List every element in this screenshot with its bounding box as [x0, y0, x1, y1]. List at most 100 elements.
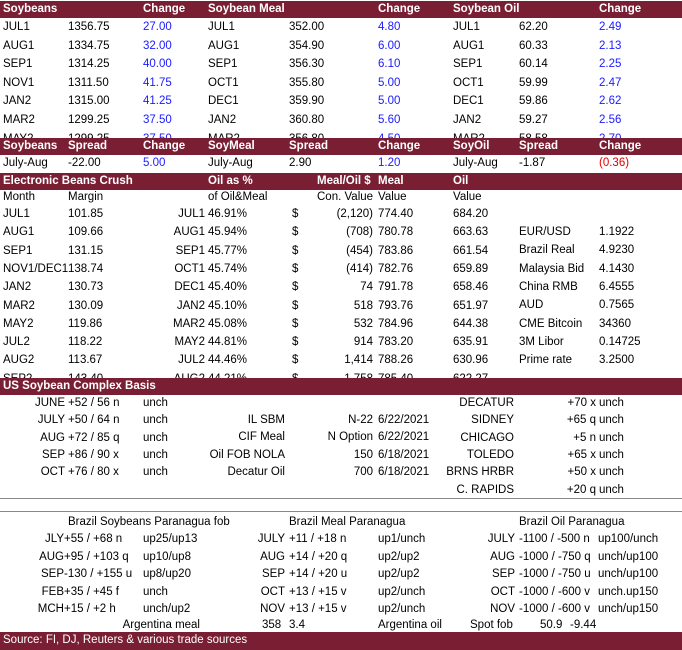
soybeans-month: JUL1 — [3, 21, 30, 33]
oil-pct-value: 44.81% — [208, 336, 248, 349]
brazil-soy-month: MCH — [37, 603, 64, 615]
meal-month: JUL1 — [208, 21, 235, 33]
soybeans-month: JAN2 — [3, 95, 32, 108]
argentina-oil-change: -9.44 — [570, 619, 597, 631]
meal-value: 782.76 — [378, 262, 414, 275]
basis-product-date: 6/18/2021 — [378, 448, 430, 461]
oil-month: OCT1 — [453, 76, 484, 89]
brazil-soy-change: up25/up13 — [143, 533, 198, 545]
crush-margin: 109.66 — [68, 226, 104, 239]
basis-product: Oil FOB NOLA — [209, 448, 285, 461]
soybeans-price: 1314.25 — [68, 58, 110, 71]
spread-value: (0.36) — [599, 157, 630, 169]
meal-header: Meal — [378, 175, 404, 187]
oil-month: JUL1 — [453, 21, 480, 33]
basis-value: +72 / 85 q — [68, 431, 120, 444]
meal-oil-header: Meal/Oil $ — [317, 175, 371, 187]
basis-product: IL SBM — [247, 414, 285, 426]
market-value: 4.1430 — [599, 262, 635, 275]
basis-month: JULY — [37, 414, 65, 427]
brazil-soy-month: JLY — [45, 533, 64, 545]
basis-product-value: N-22 — [348, 414, 373, 426]
oil-pct-value: 45.10% — [208, 299, 248, 312]
crush-margin: 130.73 — [68, 281, 104, 294]
soybeans-change: 41.75 — [143, 76, 172, 89]
con-value: 532 — [353, 317, 373, 330]
soybeans-change: 32.00 — [143, 39, 172, 52]
soybeans-change: 41.25 — [143, 95, 172, 108]
crush-margin: 113.67 — [68, 354, 103, 367]
spread-header: SoyMeal — [208, 140, 255, 152]
meal-price: 354.90 — [289, 39, 325, 52]
crush-month: MAY2 — [3, 317, 34, 330]
brazil-soy-title: Brazil Soybeans Paranagua fob — [68, 516, 230, 528]
divider — [0, 511, 682, 512]
meal-price: 352.00 — [289, 21, 325, 33]
con-value: (454) — [346, 244, 373, 257]
oil-change-label: Change — [599, 3, 642, 15]
basis-value: +76 / 80 x — [68, 466, 119, 479]
basis-title: US Soybean Complex Basis — [3, 380, 156, 392]
con-value: (708) — [346, 226, 373, 239]
oil-value-subheader: Value — [453, 191, 482, 203]
basis-location: CHICAGO — [460, 431, 514, 444]
soybeans-title: Soybeans — [3, 3, 58, 15]
spread-header: Change — [599, 140, 642, 152]
crush-margin: 130.09 — [68, 299, 104, 312]
oil-title: Soybean Oil — [453, 3, 520, 15]
spread-header: SoyOil — [453, 140, 490, 152]
soybeans-change: 37.50 — [143, 114, 172, 126]
basis-month: AUG — [40, 431, 65, 444]
oil-price: 60.14 — [519, 58, 548, 71]
market-label: 3M Libor — [519, 335, 564, 348]
oil-value: 630.96 — [453, 354, 489, 367]
brazil-oil-change: unch/up100 — [598, 550, 659, 563]
meal-change: 5.00 — [378, 95, 401, 108]
oil-pct-value: 45.08% — [208, 317, 248, 330]
con-value: (2,120) — [336, 208, 373, 220]
dollar-sign: $ — [292, 281, 299, 294]
basis-header-bar: US Soybean Complex Basis — [0, 378, 682, 395]
argentina-oil-label: Argentina oil — [378, 619, 442, 631]
spread-header: Change — [378, 140, 421, 152]
crush-month: JUL2 — [3, 336, 30, 349]
oil-month: SEP1 — [453, 58, 483, 71]
argentina-meal-label: Argentina meal — [122, 619, 200, 631]
basis-location: BRNS HRBR — [446, 466, 514, 479]
basis-location-value: +65 q — [566, 414, 596, 427]
soybeans-change: 27.00 — [143, 21, 172, 33]
con-value: 518 — [353, 299, 373, 312]
meal-month: OCT1 — [208, 76, 239, 89]
basis-change: unch — [143, 414, 168, 427]
brazil-meal-month: AUG — [260, 550, 285, 563]
crush-title: Electronic Beans Crush — [3, 175, 133, 187]
meal-month: SEP1 — [208, 58, 238, 71]
meal-value: 780.78 — [378, 226, 414, 239]
brazil-oil-change: unch/up150 — [598, 603, 659, 615]
soybeans-month: AUG1 — [3, 39, 35, 52]
brazil-soy-value: -130 / +155 u — [64, 568, 133, 580]
brazil-oil-change: up100/unch — [598, 533, 659, 545]
market-label: Brazil Real — [519, 244, 575, 257]
brazil-meal-month: OCT — [260, 585, 285, 598]
soybeans-price: 1334.75 — [68, 39, 110, 52]
meal-value: 788.26 — [378, 354, 414, 367]
oil-pct-month: MAR2 — [173, 317, 205, 330]
oil-month: DEC1 — [453, 95, 484, 108]
crush-margin: 118.22 — [68, 336, 103, 349]
crush-margin: 101.85 — [68, 208, 104, 220]
market-label: Prime rate — [519, 354, 573, 367]
con-value: 74 — [360, 281, 373, 294]
basis-change: unch — [143, 466, 168, 479]
crush-month: JUL1 — [3, 208, 30, 220]
brazil-soy-change: up10/up8 — [143, 550, 191, 563]
soybeans-month: MAR2 — [3, 114, 35, 126]
market-label: CME Bitcoin — [519, 317, 583, 330]
crush-month: JAN2 — [3, 281, 32, 294]
basis-product-date: 6/22/2021 — [378, 414, 430, 426]
argentina-meal-change: 3.4 — [289, 619, 305, 631]
soybeans-month: SEP1 — [3, 58, 33, 71]
meal-value-subheader: Value — [378, 191, 407, 203]
brazil-oil-month: AUG — [490, 550, 515, 563]
oil-price: 60.33 — [519, 39, 548, 52]
